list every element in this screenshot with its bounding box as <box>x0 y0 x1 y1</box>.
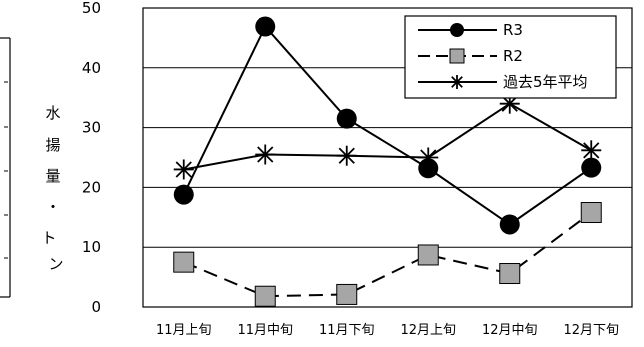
series-0-line <box>182 24 592 226</box>
y-axis-label-char: 量 <box>45 167 60 185</box>
series-0-point <box>173 184 194 205</box>
series-1-line <box>183 211 592 298</box>
y-tick-label: 40 <box>82 59 101 77</box>
series-0-point <box>499 214 520 235</box>
x-tick-labels: 11月上旬 11月中旬 11月下旬 12月上旬 12月中旬 12月下旬 <box>156 323 619 338</box>
legend-label: 過去5年平均 <box>503 73 588 91</box>
y-axis-label-char: 水 <box>45 104 60 122</box>
x-tick-label: 11月中旬 <box>237 323 293 338</box>
series-1-point <box>336 283 358 305</box>
gridlines <box>142 7 633 308</box>
left-cropped-panel-frame <box>0 37 11 298</box>
series-1-point <box>499 263 521 285</box>
series-2-point <box>418 147 439 168</box>
x-tick-label: 11月上旬 <box>156 323 212 338</box>
series-1-point <box>417 244 439 266</box>
legend-marker <box>450 75 464 89</box>
series-0-point <box>581 157 602 178</box>
series-2-line <box>183 102 592 171</box>
y-tick-label: 20 <box>82 178 101 196</box>
y-tick-label: 0 <box>91 298 101 316</box>
x-tick-label: 12月上旬 <box>400 323 456 338</box>
series-1-point <box>173 251 195 273</box>
legend-marker <box>450 23 464 37</box>
series-0-point <box>255 16 276 37</box>
series-0-point <box>336 108 357 129</box>
series-2-point <box>255 144 276 165</box>
series-2-point <box>581 140 602 161</box>
series-2-point <box>173 159 194 180</box>
legend-marker <box>449 48 465 64</box>
y-axis-label: 水揚量・トン <box>41 104 63 273</box>
series-1-point <box>580 202 602 224</box>
y-axis-label-char: 揚 <box>45 136 60 154</box>
x-tick-label: 12月中旬 <box>482 323 538 338</box>
legend-label: R2 <box>503 47 523 65</box>
series-1-point <box>254 285 276 307</box>
y-axis-label-char: ン <box>48 255 63 273</box>
y-axis-label-char: ト <box>41 229 56 247</box>
x-tick-label: 11月下旬 <box>319 323 375 338</box>
y-axis-label-char: ・ <box>45 198 60 216</box>
series <box>173 16 602 307</box>
series-2-point <box>336 145 357 166</box>
plot-frame <box>142 7 633 308</box>
y-tick-label: 50 <box>82 0 101 17</box>
y-tick-labels: 0 10 20 30 40 50 <box>82 0 101 316</box>
legend: R3 R2 過去5年平均 <box>404 15 617 99</box>
y-tick-label: 10 <box>82 238 101 256</box>
legend-label: R3 <box>503 21 523 39</box>
x-tick-label: 12月下旬 <box>563 323 619 338</box>
y-tick-label: 30 <box>82 119 101 137</box>
